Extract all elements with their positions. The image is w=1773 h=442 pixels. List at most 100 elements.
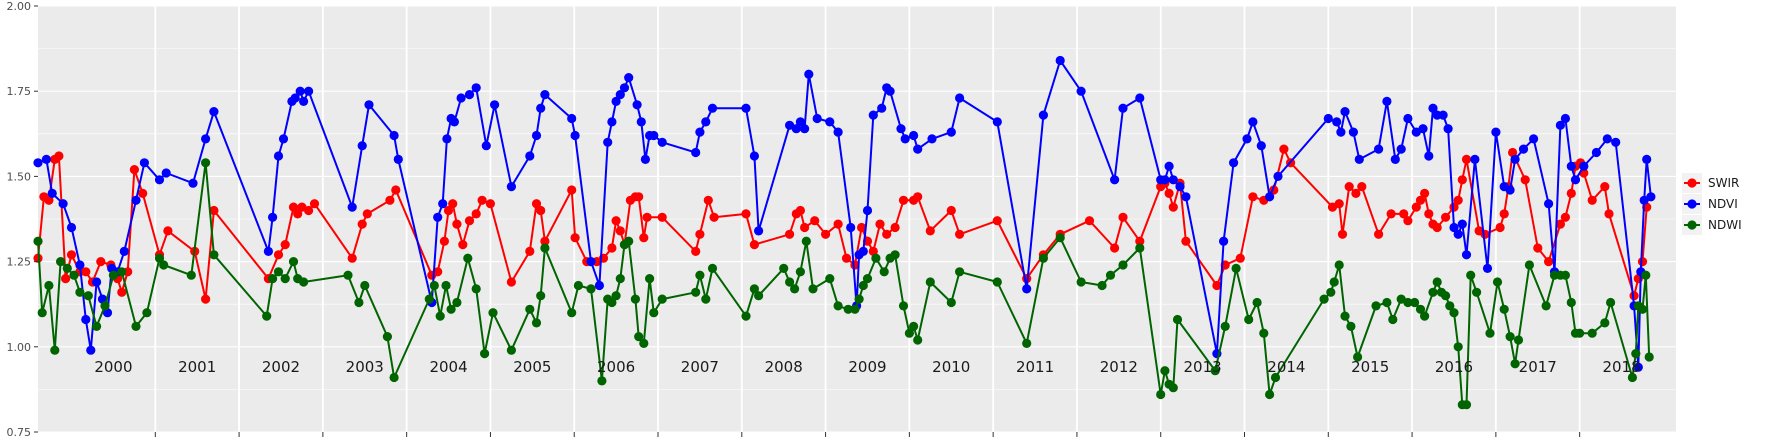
- data-point-ndvi: [33, 158, 43, 168]
- data-point-ndvi: [955, 93, 965, 103]
- data-point-swir: [1351, 188, 1361, 198]
- data-point-ndvi: [161, 168, 171, 178]
- data-point-swir: [890, 222, 900, 233]
- data-point-ndvi: [1403, 113, 1413, 124]
- data-point-ndwi: [992, 277, 1002, 287]
- data-point-ndwi: [701, 294, 711, 304]
- year-label: 2017: [1519, 358, 1557, 376]
- data-point-ndvi: [357, 141, 367, 151]
- data-point-ndwi: [904, 328, 915, 338]
- data-point-swir: [96, 257, 106, 267]
- data-point-ndvi: [611, 96, 621, 106]
- data-point-ndwi: [1371, 301, 1381, 311]
- data-point-ndwi: [480, 349, 490, 359]
- data-point-ndvi: [86, 345, 96, 355]
- series-line-ndvi: [37, 59, 1652, 369]
- data-point-swir: [1135, 236, 1145, 246]
- data-point-swir: [81, 267, 91, 277]
- data-point-ndwi: [75, 287, 85, 297]
- data-point-swir: [691, 246, 701, 256]
- data-point-swir: [1118, 212, 1128, 222]
- data-point-swir: [385, 195, 395, 205]
- data-point-swir: [657, 212, 667, 222]
- data-point-ndwi: [1382, 297, 1392, 308]
- data-point-ndwi: [1641, 270, 1651, 280]
- data-point-ndwi: [624, 236, 634, 246]
- data-point-swir: [536, 205, 546, 216]
- data-point-ndwi: [452, 297, 462, 308]
- data-point-swir: [1453, 195, 1463, 205]
- data-point-ndwi: [1492, 277, 1503, 287]
- data-point-swir: [1495, 222, 1505, 233]
- y-tick-label: 1.00: [7, 341, 32, 354]
- data-point-ndvi: [1579, 161, 1589, 171]
- data-point-ndwi: [1334, 260, 1344, 270]
- data-point-ndwi: [531, 318, 542, 328]
- data-point-ndwi: [360, 280, 370, 291]
- data-point-ndwi: [154, 253, 165, 263]
- data-point-swir: [452, 219, 462, 229]
- data-point-ndvi: [1396, 144, 1406, 154]
- data-point-ndwi: [1022, 338, 1032, 348]
- data-point-ndvi: [795, 117, 806, 127]
- data-point-ndwi: [1637, 304, 1648, 314]
- data-point-ndwi: [691, 287, 701, 297]
- data-point-swir: [1499, 209, 1509, 219]
- data-point-swir: [1334, 199, 1344, 209]
- data-point-swir: [1344, 182, 1354, 192]
- year-label: 2007: [681, 358, 719, 376]
- data-point-ndvi: [540, 90, 550, 100]
- data-point-swir: [280, 240, 290, 250]
- data-point-ndwi: [1466, 270, 1476, 280]
- data-point-ndwi: [389, 372, 399, 383]
- y-tick-label: 2.00: [7, 0, 32, 13]
- data-point-swir: [695, 229, 705, 239]
- data-point-ndwi: [862, 274, 873, 284]
- data-point-swir: [506, 277, 516, 287]
- data-point-ndwi: [1627, 372, 1637, 383]
- data-point-swir: [634, 192, 644, 202]
- data-point-ndwi: [540, 243, 550, 253]
- data-point-ndwi: [567, 308, 577, 318]
- data-point-ndvi: [41, 154, 52, 164]
- data-point-ndvi: [1633, 362, 1643, 372]
- data-point-ndvi: [1544, 199, 1554, 209]
- data-point-ndvi: [1646, 192, 1656, 202]
- legend-key-ndwi: [1687, 220, 1697, 230]
- data-point-ndvi: [442, 134, 452, 144]
- data-point-ndwi: [471, 284, 481, 294]
- data-point-ndwi: [657, 294, 667, 304]
- data-point-swir: [61, 274, 71, 284]
- data-point-ndwi: [1076, 277, 1086, 287]
- data-point-ndvi: [1611, 137, 1621, 147]
- data-point-ndwi: [854, 294, 864, 304]
- data-point-swir: [362, 209, 372, 219]
- data-point-swir: [309, 199, 320, 209]
- data-point-swir: [1415, 195, 1426, 205]
- data-point-swir: [741, 209, 751, 219]
- data-point-ndwi: [913, 335, 923, 345]
- year-label: 2006: [597, 358, 635, 376]
- data-point-swir: [703, 195, 713, 205]
- data-point-swir: [821, 229, 831, 239]
- data-point-ndvi: [295, 86, 305, 96]
- data-point-ndwi: [1172, 314, 1183, 325]
- data-point-ndvi: [701, 117, 711, 127]
- year-label: 2000: [94, 358, 132, 376]
- data-point-ndwi: [1319, 294, 1329, 304]
- data-point-swir: [1411, 202, 1421, 212]
- data-point-ndvi: [464, 90, 475, 100]
- data-point-ndvi: [1518, 144, 1529, 154]
- data-point-ndvi: [1482, 263, 1493, 273]
- data-point-ndvi: [92, 277, 102, 287]
- data-point-swir: [1374, 229, 1384, 239]
- data-point-ndwi: [1346, 321, 1356, 331]
- data-point-ndwi: [909, 321, 919, 331]
- data-point-swir: [1248, 192, 1258, 202]
- data-point-ndwi: [634, 332, 644, 342]
- data-point-ndvi: [1340, 107, 1350, 117]
- data-point-swir: [54, 151, 64, 161]
- data-point-swir: [1587, 195, 1597, 205]
- data-point-ndvi: [1382, 96, 1392, 106]
- data-point-swir: [898, 195, 909, 205]
